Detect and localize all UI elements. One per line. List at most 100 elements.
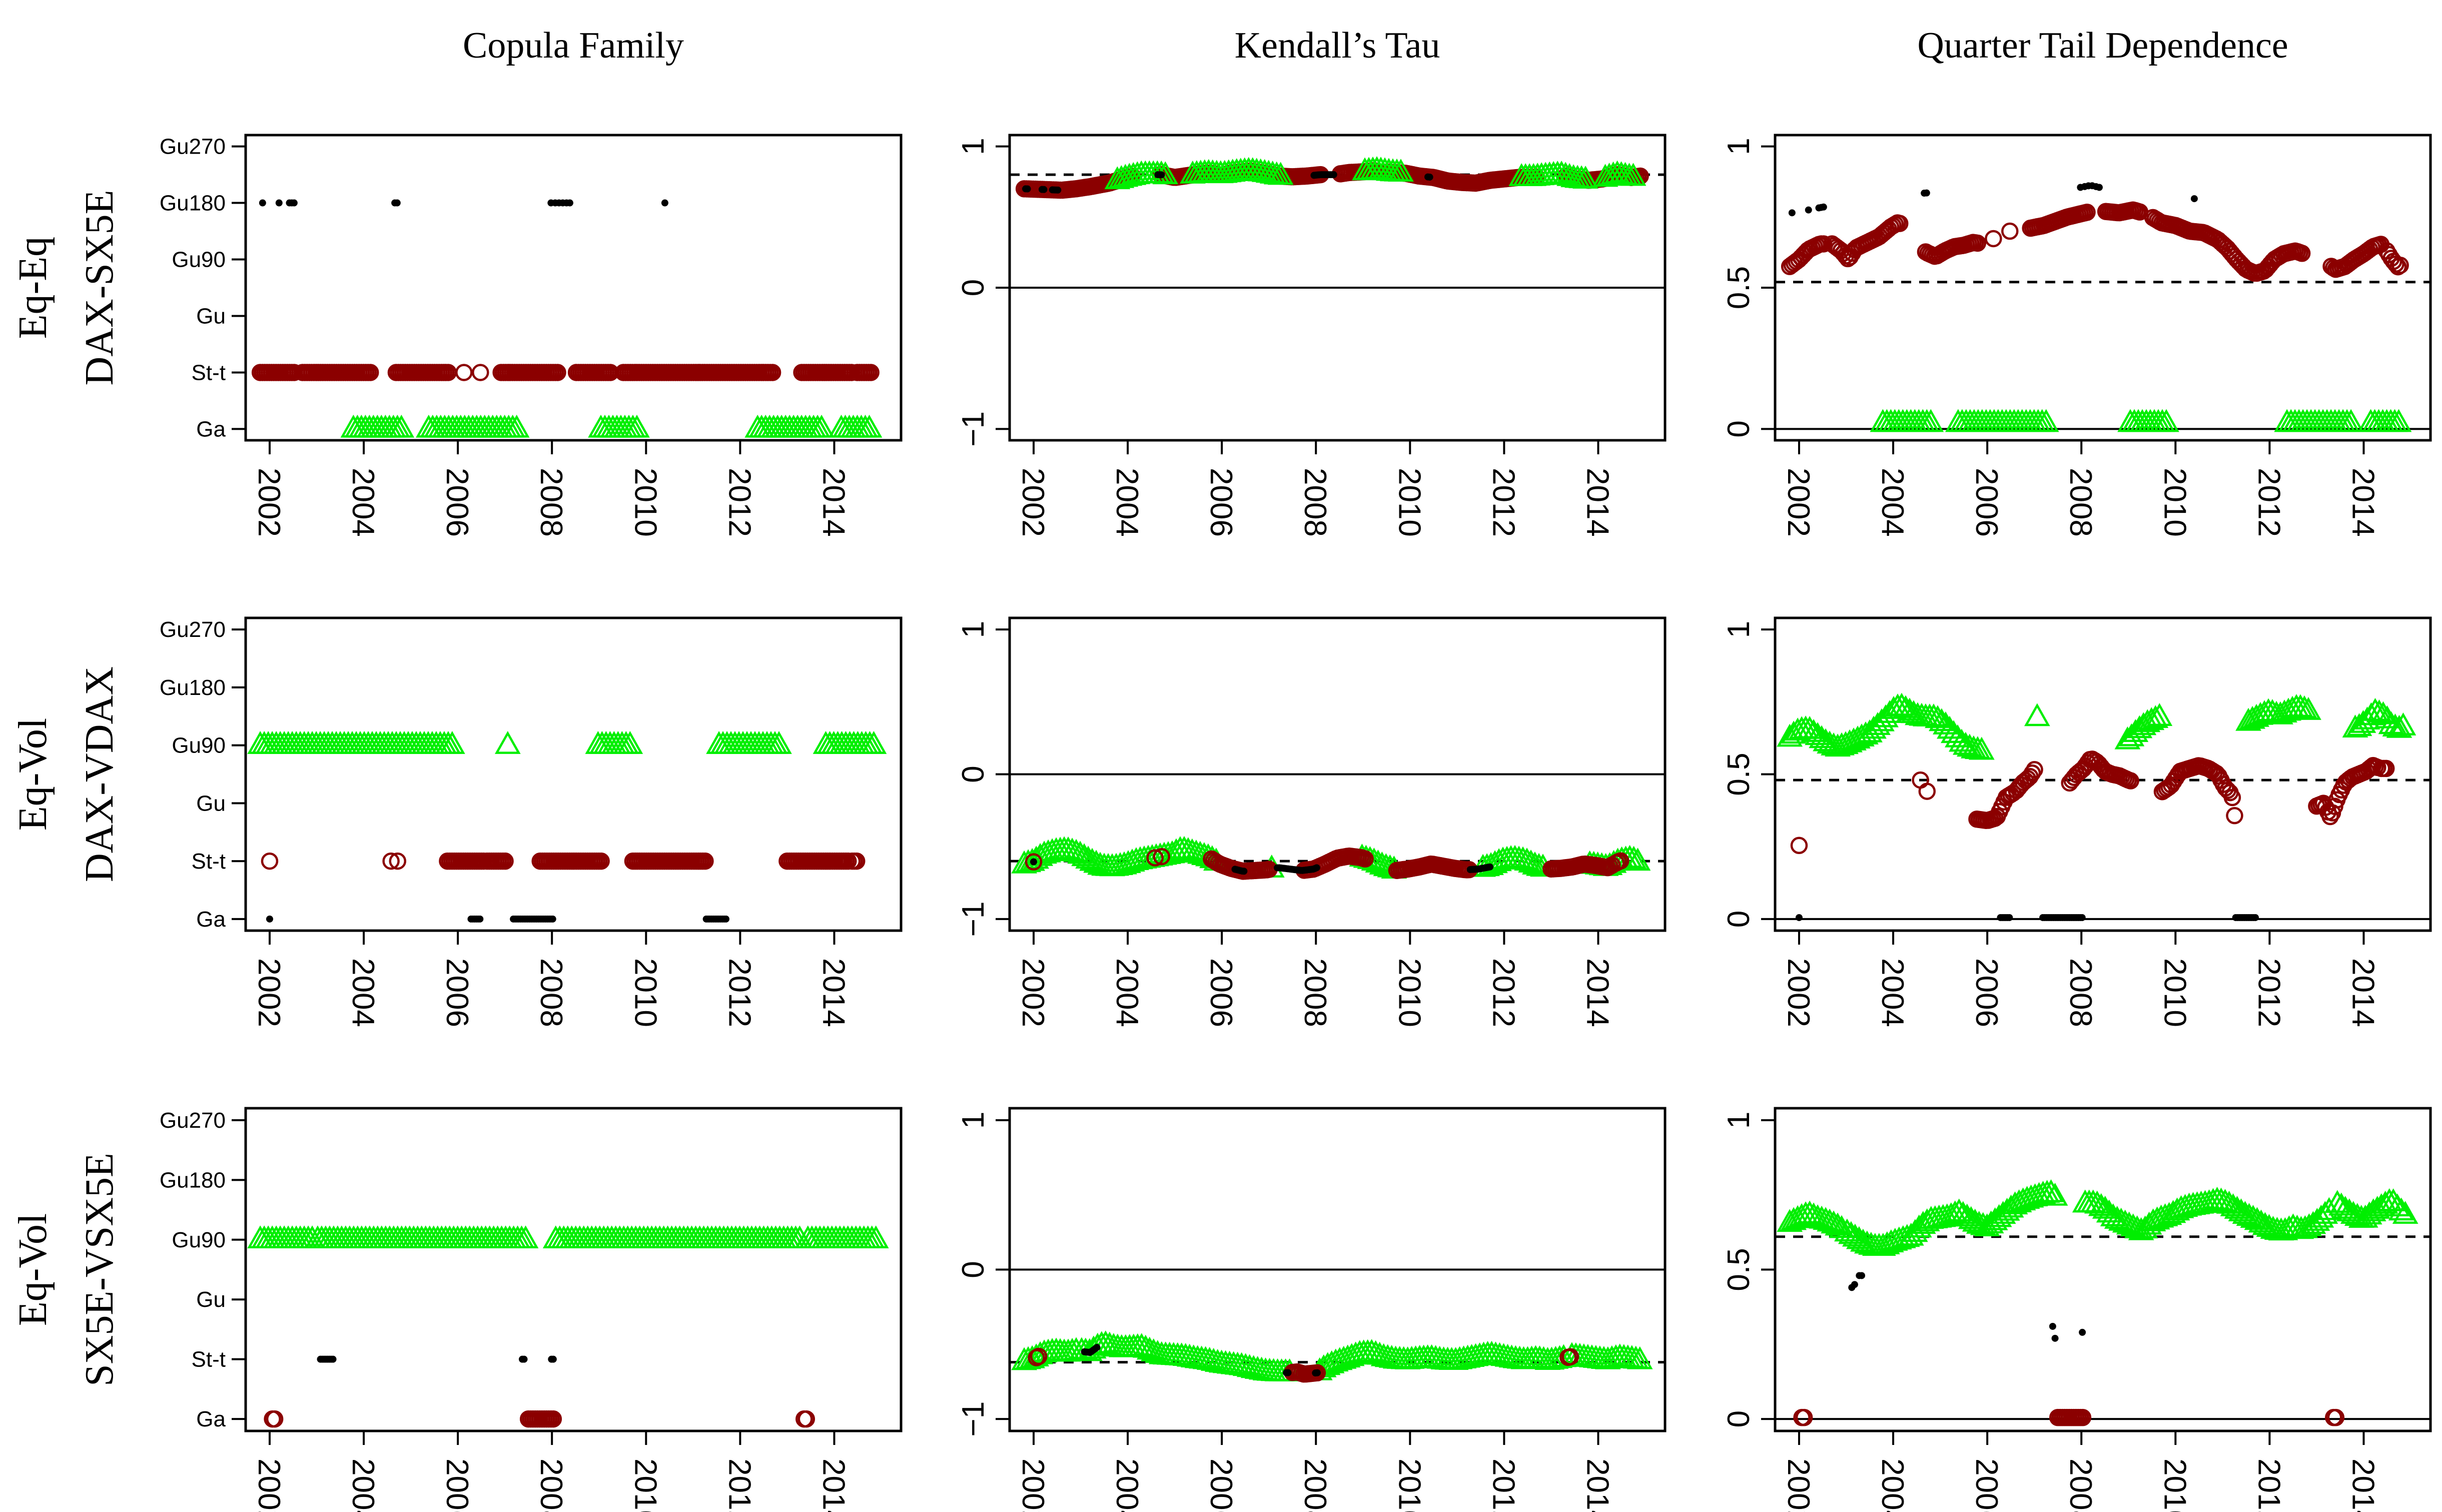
y-tick-label: 0.5 <box>1722 1248 1756 1291</box>
category-label: Gu180 <box>160 191 226 216</box>
copula-dot-marker <box>2095 184 2103 191</box>
category-label: St-t <box>192 849 226 874</box>
copula-triangle-marker <box>2134 709 2161 732</box>
copula-triangle-marker <box>1314 1352 1341 1375</box>
copula-dot-marker <box>1805 206 1812 214</box>
row-label-pair: DAX-VDAX <box>78 666 122 882</box>
copula-circle-marker <box>848 852 866 870</box>
x-tick-label: 2004 <box>1875 958 1910 1027</box>
x-tick-label: 2004 <box>1875 468 1910 537</box>
x-tick-label: 2006 <box>1969 958 2004 1027</box>
category-label: Gu270 <box>160 135 226 159</box>
plot-box <box>244 1107 903 1432</box>
series-triangle <box>247 1225 889 1249</box>
copula-triangle-marker <box>624 414 650 438</box>
copula-circle-marker <box>2001 222 2019 240</box>
copula-triangle-marker <box>766 731 792 754</box>
x-tick-label: 2004 <box>346 958 380 1027</box>
x-tick-label: 2006 <box>1204 1458 1238 1512</box>
x-tick-label: 2010 <box>1392 958 1426 1027</box>
x-tick-label: 2004 <box>1110 468 1144 537</box>
copula-circle-marker <box>2223 789 2241 807</box>
x-tick-label: 2008 <box>534 468 568 537</box>
copula-dot-marker <box>2051 1334 2059 1342</box>
column-title: Kendall’s Tau <box>1235 25 1440 66</box>
copula-dot-marker <box>722 915 729 923</box>
copula-dot-marker <box>259 199 266 207</box>
y-tick-label: 1 <box>1722 621 1756 638</box>
copula-circle-marker <box>1030 1347 1048 1365</box>
copula-circle-marker <box>1356 850 1374 868</box>
x-tick-label: 2014 <box>2345 468 2380 537</box>
copula-triangle-marker <box>2392 1201 2418 1224</box>
panel-r2c2: 2002 2004 2006 2008 2010 2012 2014 1 0 −1 <box>956 616 1667 1027</box>
panel-r2c3: 2002 2004 2006 2008 2010 2012 2014 1 0.5 0 <box>1722 616 2432 1027</box>
copula-triangle-marker <box>2114 726 2141 749</box>
copula-triangle-marker <box>1318 1350 1345 1373</box>
x-tick-label: 2014 <box>816 1458 851 1512</box>
copula-dot-marker <box>2049 1322 2056 1330</box>
copula-triangle-marker <box>2295 697 2321 720</box>
copula-dot-marker <box>549 1355 557 1363</box>
plot-box <box>244 616 903 932</box>
copula-circle-marker <box>797 1410 816 1428</box>
plot-box <box>1774 1107 2432 1432</box>
copula-dot-marker <box>393 199 401 207</box>
copula-dot-marker <box>1426 173 1433 181</box>
copula-dot-marker <box>1040 186 1048 193</box>
copula-dot-marker <box>1330 171 1337 179</box>
copula-triangle-marker <box>1626 1346 1653 1369</box>
copula-triangle-marker <box>1179 838 1205 862</box>
copula-triangle-marker <box>1829 1215 1855 1238</box>
category-label: Gu <box>196 1287 226 1312</box>
copula-triangle-marker <box>1933 711 1959 734</box>
x-tick-label: 2002 <box>1781 958 1816 1027</box>
panel-r2c1: 2002 2004 2006 2008 2010 2012 2014 Ga St-t Gu Gu90… <box>160 616 903 1027</box>
copula-triangle-marker <box>1366 1341 1393 1365</box>
x-tick-label: 2004 <box>1110 1458 1144 1512</box>
copula-circle-marker <box>862 364 880 381</box>
copula-dot-marker <box>1313 864 1320 872</box>
copula-dot-marker <box>1788 209 1796 217</box>
copula-dot-marker <box>661 199 668 207</box>
copula-triangle-marker <box>2338 409 2364 432</box>
copula-triangle-marker <box>503 414 530 438</box>
copula-triangle-marker <box>1548 161 1574 184</box>
x-tick-label: 2012 <box>722 958 756 1027</box>
copula-triangle-marker <box>1111 851 1137 875</box>
copula-circle-marker <box>2122 772 2139 790</box>
copula-triangle-marker <box>1369 852 1395 875</box>
x-tick-label: 2002 <box>1016 958 1050 1027</box>
copula-triangle-marker <box>388 414 415 438</box>
series-circle <box>264 1410 816 1428</box>
copula-triangle-marker <box>1019 1345 1045 1368</box>
copula-triangle-marker <box>2280 1213 2306 1237</box>
copula-triangle-marker <box>856 414 883 438</box>
x-tick-label: 2006 <box>1969 1458 2004 1512</box>
copula-circle-marker <box>2078 204 2096 221</box>
copula-triangle-marker <box>1968 736 1995 760</box>
copula-triangle-marker <box>1825 1212 1851 1236</box>
copula-triangle-marker <box>2144 1206 2170 1230</box>
y-tick-label: −1 <box>956 902 991 937</box>
copula-triangle-marker <box>2033 409 2059 432</box>
copula-triangle-marker <box>1175 837 1201 861</box>
x-tick-label: 2002 <box>1016 1458 1050 1512</box>
copula-circle-marker <box>261 852 279 870</box>
x-tick-label: 2006 <box>1969 468 2004 537</box>
copula-dot-marker <box>1093 1344 1101 1351</box>
y-tick-label: 0 <box>956 279 991 296</box>
copula-triangle-marker <box>1083 850 1109 873</box>
x-tick-label: 2012 <box>2251 958 2286 1027</box>
copula-triangle-marker <box>2354 706 2380 730</box>
copula-triangle-marker <box>1096 1331 1123 1355</box>
x-tick-label: 2002 <box>1781 1458 1816 1512</box>
copula-circle-marker <box>455 364 473 381</box>
copula-triangle-marker <box>1861 715 1887 739</box>
panel-r3c2: 2002 2004 2006 2008 2010 2012 2014 1 0 −1 <box>956 1107 1667 1512</box>
copula-triangle-marker <box>1941 720 1967 743</box>
copula-triangle-marker <box>2296 1213 2322 1236</box>
x-tick-label: 2008 <box>2063 1458 2098 1512</box>
copula-triangle-marker <box>1171 836 1197 859</box>
